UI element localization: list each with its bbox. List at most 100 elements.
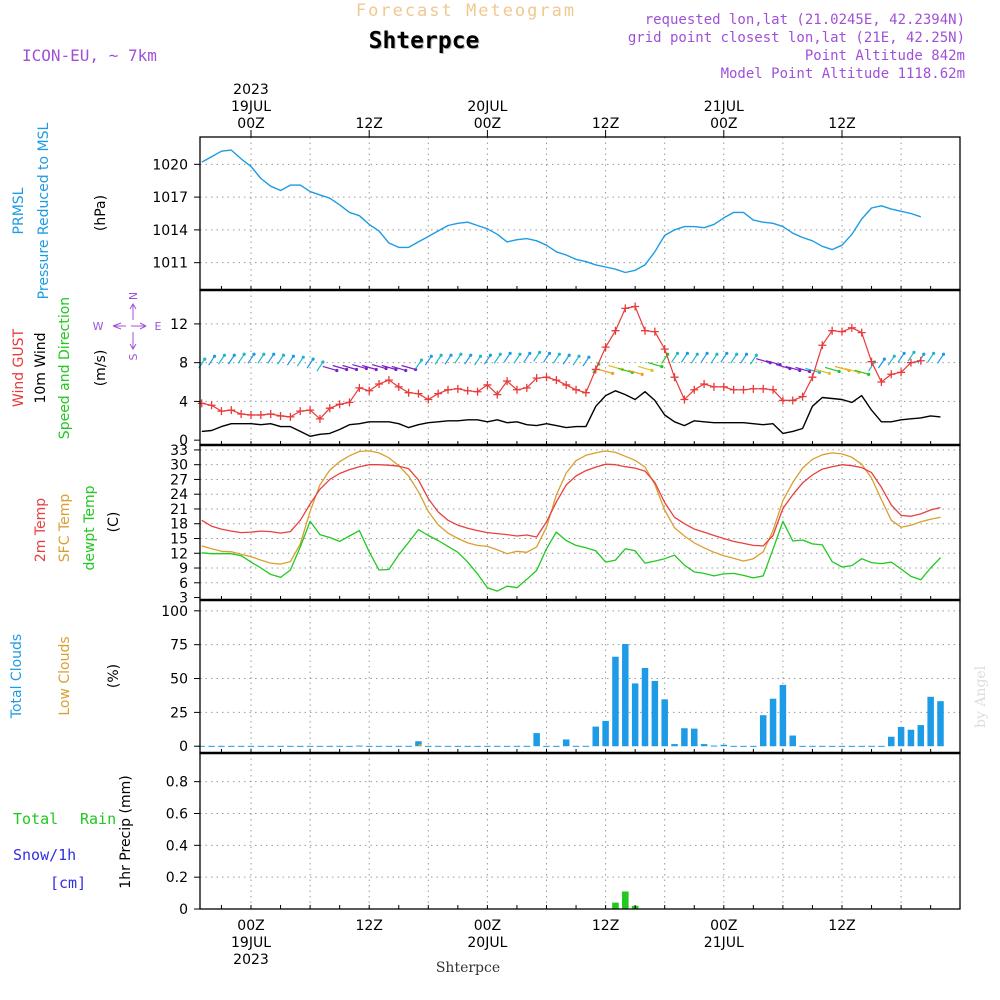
wind-arrow-head	[384, 366, 388, 371]
label-10m-wind: 10m Wind	[33, 332, 49, 403]
wind-arrow	[533, 352, 541, 362]
gust-marker	[325, 404, 334, 413]
gust-marker	[700, 379, 709, 388]
gust-marker	[906, 358, 915, 367]
wind-arrow-head	[754, 353, 758, 357]
total-cloud-bar	[740, 745, 747, 747]
wind-arrow-head	[242, 352, 246, 356]
wind-arrow-head	[577, 354, 581, 358]
wind-arrow-head	[364, 366, 368, 371]
compass-vertical-arrows	[129, 303, 137, 350]
label-2m-temp: 2m Temp	[33, 498, 49, 562]
time-label-bottom: 21JUL	[704, 935, 744, 951]
wind-arrow-head	[922, 352, 926, 356]
total-cloud-bar	[602, 720, 609, 747]
wind-arrow	[897, 352, 905, 363]
wind-arrow-head	[538, 350, 542, 354]
low-cloud-bar	[418, 744, 422, 747]
wind-arrow	[434, 354, 442, 365]
wind-arrow	[868, 361, 876, 372]
wind-arrow	[454, 353, 462, 364]
total-cloud-bar	[750, 745, 757, 747]
gust-marker	[384, 376, 393, 385]
total-cloud-bar	[385, 745, 393, 747]
total-cloud-bar	[888, 736, 895, 747]
total-cloud-bar	[641, 667, 649, 747]
time-label-top: 00Z	[474, 116, 501, 132]
watermark: by Angel	[973, 665, 989, 728]
gust-marker	[266, 410, 275, 418]
wind-arrow-head	[675, 351, 680, 355]
total-cloud-bar	[257, 745, 265, 747]
gust-marker	[611, 326, 620, 335]
wind-arrow	[877, 358, 885, 369]
wind-arrow-head	[547, 351, 552, 355]
wind-arrow	[523, 352, 531, 363]
y-tick-label: 15	[170, 531, 188, 547]
wind-arrow-head	[932, 351, 936, 355]
wind-arrow-head	[321, 360, 325, 364]
wind-arrow-head	[611, 371, 615, 375]
time-label-top: 19JUL	[231, 99, 271, 115]
total-cloud-bar	[671, 744, 678, 747]
wind-arrow	[844, 367, 860, 373]
total-cloud-bar	[769, 698, 777, 747]
wind-arrow-head	[335, 368, 339, 373]
gust-marker	[897, 368, 906, 377]
time-label-bottom: 00Z	[474, 918, 501, 934]
y-tick-label: 27	[170, 472, 188, 488]
total-cloud-bar	[799, 745, 806, 747]
gust-marker	[838, 327, 846, 336]
wind-arrow	[277, 354, 285, 365]
gust-marker	[877, 378, 886, 387]
gust-marker	[828, 326, 837, 335]
wind-arrow	[690, 353, 698, 364]
wind-arrow	[637, 365, 653, 372]
wind-arrow-head	[567, 353, 571, 357]
wind-arrow-head	[902, 351, 906, 355]
wind-arrow	[371, 363, 387, 370]
total-cloud-bar	[326, 745, 334, 747]
total-cloud-bar	[237, 745, 245, 747]
wind-arrow	[381, 364, 397, 371]
gust-marker	[778, 396, 787, 405]
wind-arrow-head	[867, 372, 871, 376]
y-tick-label: 33	[170, 443, 188, 459]
total-cloud-bar	[562, 739, 570, 747]
time-label-top: 00Z	[237, 116, 264, 132]
wind-arrow-head	[272, 352, 276, 356]
gust-marker	[916, 356, 925, 365]
y-tick-label: 24	[170, 487, 188, 503]
wind-arrow-head	[650, 368, 654, 373]
wind-arrow	[414, 359, 422, 370]
wind-arrow-head	[498, 352, 502, 356]
label-pct: (%)	[106, 664, 122, 688]
wind-arrow-head	[311, 357, 315, 361]
gust-marker	[552, 376, 561, 385]
wind-arrow-head	[291, 354, 295, 358]
y-tick-label: 12	[170, 546, 188, 562]
wind-arrow-head	[557, 352, 561, 356]
model-label: ICON-EU, ~ 7km	[22, 46, 157, 65]
total-cloud-bar	[927, 696, 934, 747]
gust-marker	[857, 328, 866, 337]
total-cloud-bar	[346, 745, 353, 747]
gust-marker	[788, 396, 797, 405]
total-cloud-bar	[937, 701, 944, 747]
panel-frame-clouds	[199, 599, 961, 754]
total-cloud-bar	[681, 728, 688, 747]
wind-arrow	[217, 354, 225, 365]
wind-arrow	[795, 366, 810, 373]
compass-s: S	[127, 353, 140, 360]
gust-marker	[650, 327, 659, 336]
wind-arrow	[342, 364, 357, 371]
total-cloud-bar	[700, 744, 708, 747]
time-label-top: 20JUL	[467, 99, 507, 115]
gust-marker	[375, 379, 384, 388]
wind-arrow	[227, 354, 235, 365]
wind-arrow-head	[685, 351, 690, 355]
wind-arrow	[572, 355, 580, 366]
footer-location: Shterpce	[436, 960, 500, 976]
gust-marker	[276, 411, 285, 420]
